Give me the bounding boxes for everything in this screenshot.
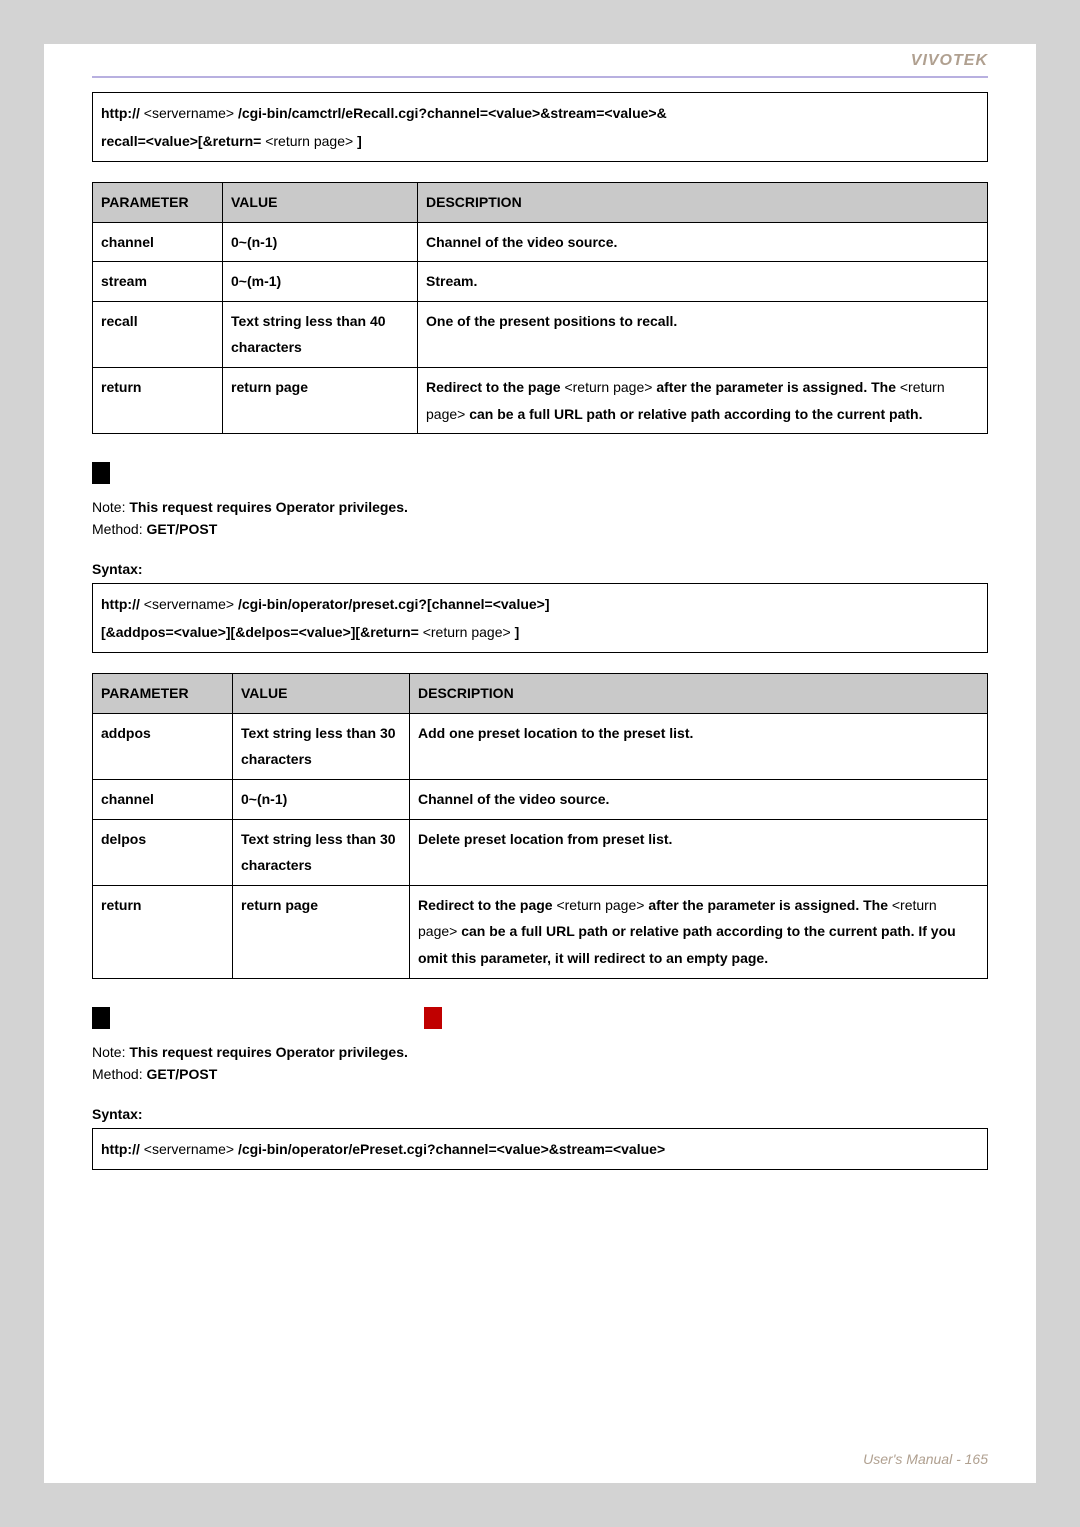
syntax3-http: http:// (101, 1141, 140, 1157)
method-line-1: Method: GET/POST (92, 521, 988, 537)
syntax2-line2c: ] (515, 624, 520, 640)
method-text: GET/POST (146, 1066, 217, 1082)
cell-value: 0~(m-1) (223, 262, 418, 302)
cell-value: Text string less than 30 characters (233, 819, 410, 885)
syntax-box-1: http:// <servername> /cgi-bin/camctrl/eR… (92, 92, 988, 162)
table-header-row: PARAMETER VALUE DESCRIPTION (93, 674, 988, 714)
txt: <return page> (564, 379, 652, 395)
note-text: This request requires Operator privilege… (129, 1044, 408, 1060)
syntax2-http: http:// (101, 596, 140, 612)
method-prefix: Method: (92, 521, 146, 537)
param-table-1: PARAMETER VALUE DESCRIPTION channel 0~(n… (92, 182, 988, 434)
cell-param: channel (93, 779, 233, 819)
cell-param: return (93, 885, 233, 978)
table-row-return: return return page Redirect to the page … (93, 885, 988, 978)
table-row: recall Text string less than 40 characte… (93, 301, 988, 367)
table-row: channel 0~(n-1) Channel of the video sou… (93, 779, 988, 819)
syntax3-server: <servername> (144, 1141, 234, 1157)
syntax1-path: /cgi-bin/camctrl/eRecall.cgi?channel=<va… (238, 105, 667, 121)
cell-param: return (93, 367, 223, 433)
th-value: VALUE (233, 674, 410, 714)
syntax-label-1: Syntax: (92, 561, 988, 577)
section-marker-icon (92, 462, 110, 484)
note-prefix: Note: (92, 1044, 129, 1060)
th-description: DESCRIPTION (418, 183, 988, 223)
syntax1-server: <servername> (144, 105, 234, 121)
syntax-box-2: http:// <servername> /cgi-bin/operator/p… (92, 583, 988, 653)
syntax1-line2c: ] (357, 133, 362, 149)
note-text: This request requires Operator privilege… (129, 499, 408, 515)
brand-label: VIVOTEK (911, 52, 988, 70)
txt: Redirect to the page (418, 897, 556, 913)
section-marker-red-icon (424, 1007, 442, 1029)
syntax-box-3: http:// <servername> /cgi-bin/operator/e… (92, 1128, 988, 1170)
cell-param: addpos (93, 713, 233, 779)
cell-desc-return: Redirect to the page <return page> after… (410, 885, 988, 978)
syntax2-line2a: [&addpos=<value>][&delpos=<value>][&retu… (101, 624, 419, 640)
cell-value: 0~(n-1) (223, 222, 418, 262)
syntax1-line2b: <return page> (265, 133, 353, 149)
cell-value: 0~(n-1) (233, 779, 410, 819)
th-parameter: PARAMETER (93, 674, 233, 714)
section-marker-icon (92, 1007, 110, 1029)
header-rule (92, 76, 988, 78)
txt: after the parameter is assigned (644, 897, 855, 913)
cell-param: stream (93, 262, 223, 302)
txt: . The (863, 379, 900, 395)
method-prefix: Method: (92, 1066, 146, 1082)
table-row: channel 0~(n-1) Channel of the video sou… (93, 222, 988, 262)
txt: can be a full URL path or relative path … (465, 406, 922, 422)
syntax2-line2b: <return page> (423, 624, 511, 640)
th-description: DESCRIPTION (410, 674, 988, 714)
cell-desc: Channel of the video source. (418, 222, 988, 262)
syntax2-path: /cgi-bin/operator/preset.cgi?[channel=<v… (238, 596, 550, 612)
txt: . The (855, 897, 892, 913)
note-line-1: Note: This request requires Operator pri… (92, 499, 988, 515)
cell-param: delpos (93, 819, 233, 885)
cell-desc-return: Redirect to the page <return page> after… (418, 367, 988, 433)
note-line-2: Note: This request requires Operator pri… (92, 1044, 988, 1060)
syntax3-path: /cgi-bin/operator/ePreset.cgi?channel=<v… (238, 1141, 665, 1157)
cell-desc: Delete preset location from preset list. (410, 819, 988, 885)
txt: after the parameter is assigned (652, 379, 863, 395)
param-table-2: PARAMETER VALUE DESCRIPTION addpos Text … (92, 673, 988, 978)
txt: can be a full URL path or relative path … (418, 923, 956, 966)
cell-value: Text string less than 40 characters (223, 301, 418, 367)
th-parameter: PARAMETER (93, 183, 223, 223)
syntax-label-2: Syntax: (92, 1106, 988, 1122)
cell-value: return page (223, 367, 418, 433)
page-content: VIVOTEK http:// <servername> /cgi-bin/ca… (44, 44, 1036, 1483)
cell-desc: Channel of the video source. (410, 779, 988, 819)
syntax1-http: http:// (101, 105, 140, 121)
table-row: stream 0~(m-1) Stream. (93, 262, 988, 302)
syntax1-line2a: recall=<value>[&return= (101, 133, 261, 149)
cell-value: return page (233, 885, 410, 978)
cell-desc: Add one preset location to the preset li… (410, 713, 988, 779)
table-header-row: PARAMETER VALUE DESCRIPTION (93, 183, 988, 223)
cell-desc: Stream. (418, 262, 988, 302)
cell-param: recall (93, 301, 223, 367)
cell-value: Text string less than 30 characters (233, 713, 410, 779)
page-footer: User's Manual - 165 (863, 1451, 988, 1467)
cell-param: channel (93, 222, 223, 262)
txt: <return page> (556, 897, 644, 913)
method-text: GET/POST (146, 521, 217, 537)
table-row-return: return return page Redirect to the page … (93, 367, 988, 433)
txt: Redirect to the page (426, 379, 564, 395)
table-row: delpos Text string less than 30 characte… (93, 819, 988, 885)
method-line-2: Method: GET/POST (92, 1066, 988, 1082)
syntax2-server: <servername> (144, 596, 234, 612)
th-value: VALUE (223, 183, 418, 223)
cell-desc: One of the present positions to recall. (418, 301, 988, 367)
table-row: addpos Text string less than 30 characte… (93, 713, 988, 779)
note-prefix: Note: (92, 499, 129, 515)
